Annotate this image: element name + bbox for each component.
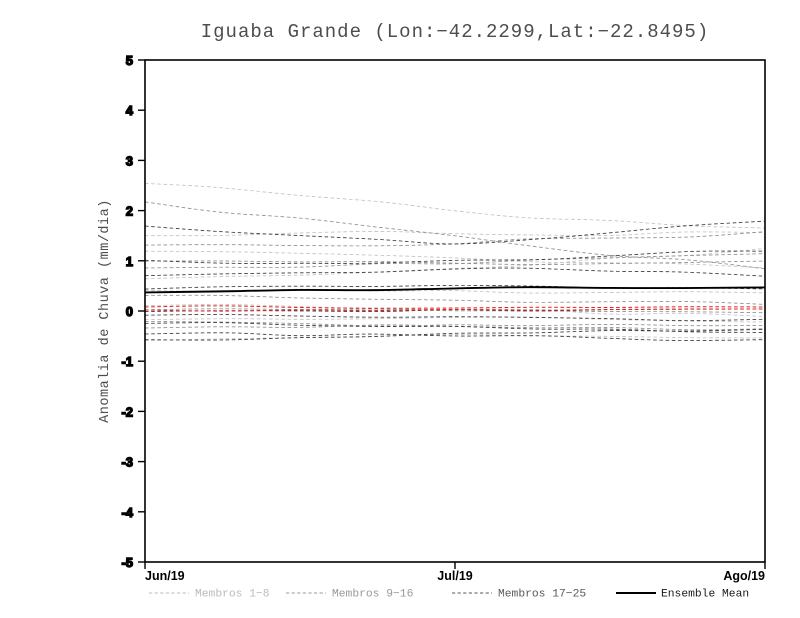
svg-text:-2: -2 bbox=[121, 404, 133, 419]
svg-text:5: 5 bbox=[126, 53, 133, 68]
svg-text:2: 2 bbox=[126, 204, 133, 219]
svg-text:0: 0 bbox=[126, 304, 133, 319]
svg-text:-1: -1 bbox=[121, 354, 133, 369]
svg-text:Membros 1−8: Membros 1−8 bbox=[195, 589, 270, 601]
svg-text:Membros 17−25: Membros 17−25 bbox=[498, 589, 586, 601]
svg-text:1: 1 bbox=[126, 254, 133, 269]
svg-text:Jul/19: Jul/19 bbox=[437, 569, 472, 583]
svg-text:Membros 9−16: Membros 9−16 bbox=[332, 589, 414, 601]
svg-text:Anomalia de Chuva (mm/dia): Anomalia de Chuva (mm/dia) bbox=[98, 199, 113, 423]
svg-text:Ensemble Mean: Ensemble Mean bbox=[661, 589, 749, 601]
svg-text:4: 4 bbox=[126, 103, 134, 118]
svg-text:Ago/19: Ago/19 bbox=[723, 569, 765, 583]
svg-text:-4: -4 bbox=[121, 505, 133, 520]
svg-text:-5: -5 bbox=[121, 555, 133, 570]
svg-text:-3: -3 bbox=[121, 455, 133, 470]
svg-text:3: 3 bbox=[126, 153, 133, 168]
svg-text:Jun/19: Jun/19 bbox=[145, 569, 185, 583]
svg-text:Iguaba Grande (Lon:−42.2299,La: Iguaba Grande (Lon:−42.2299,Lat:−22.8495… bbox=[201, 21, 709, 43]
